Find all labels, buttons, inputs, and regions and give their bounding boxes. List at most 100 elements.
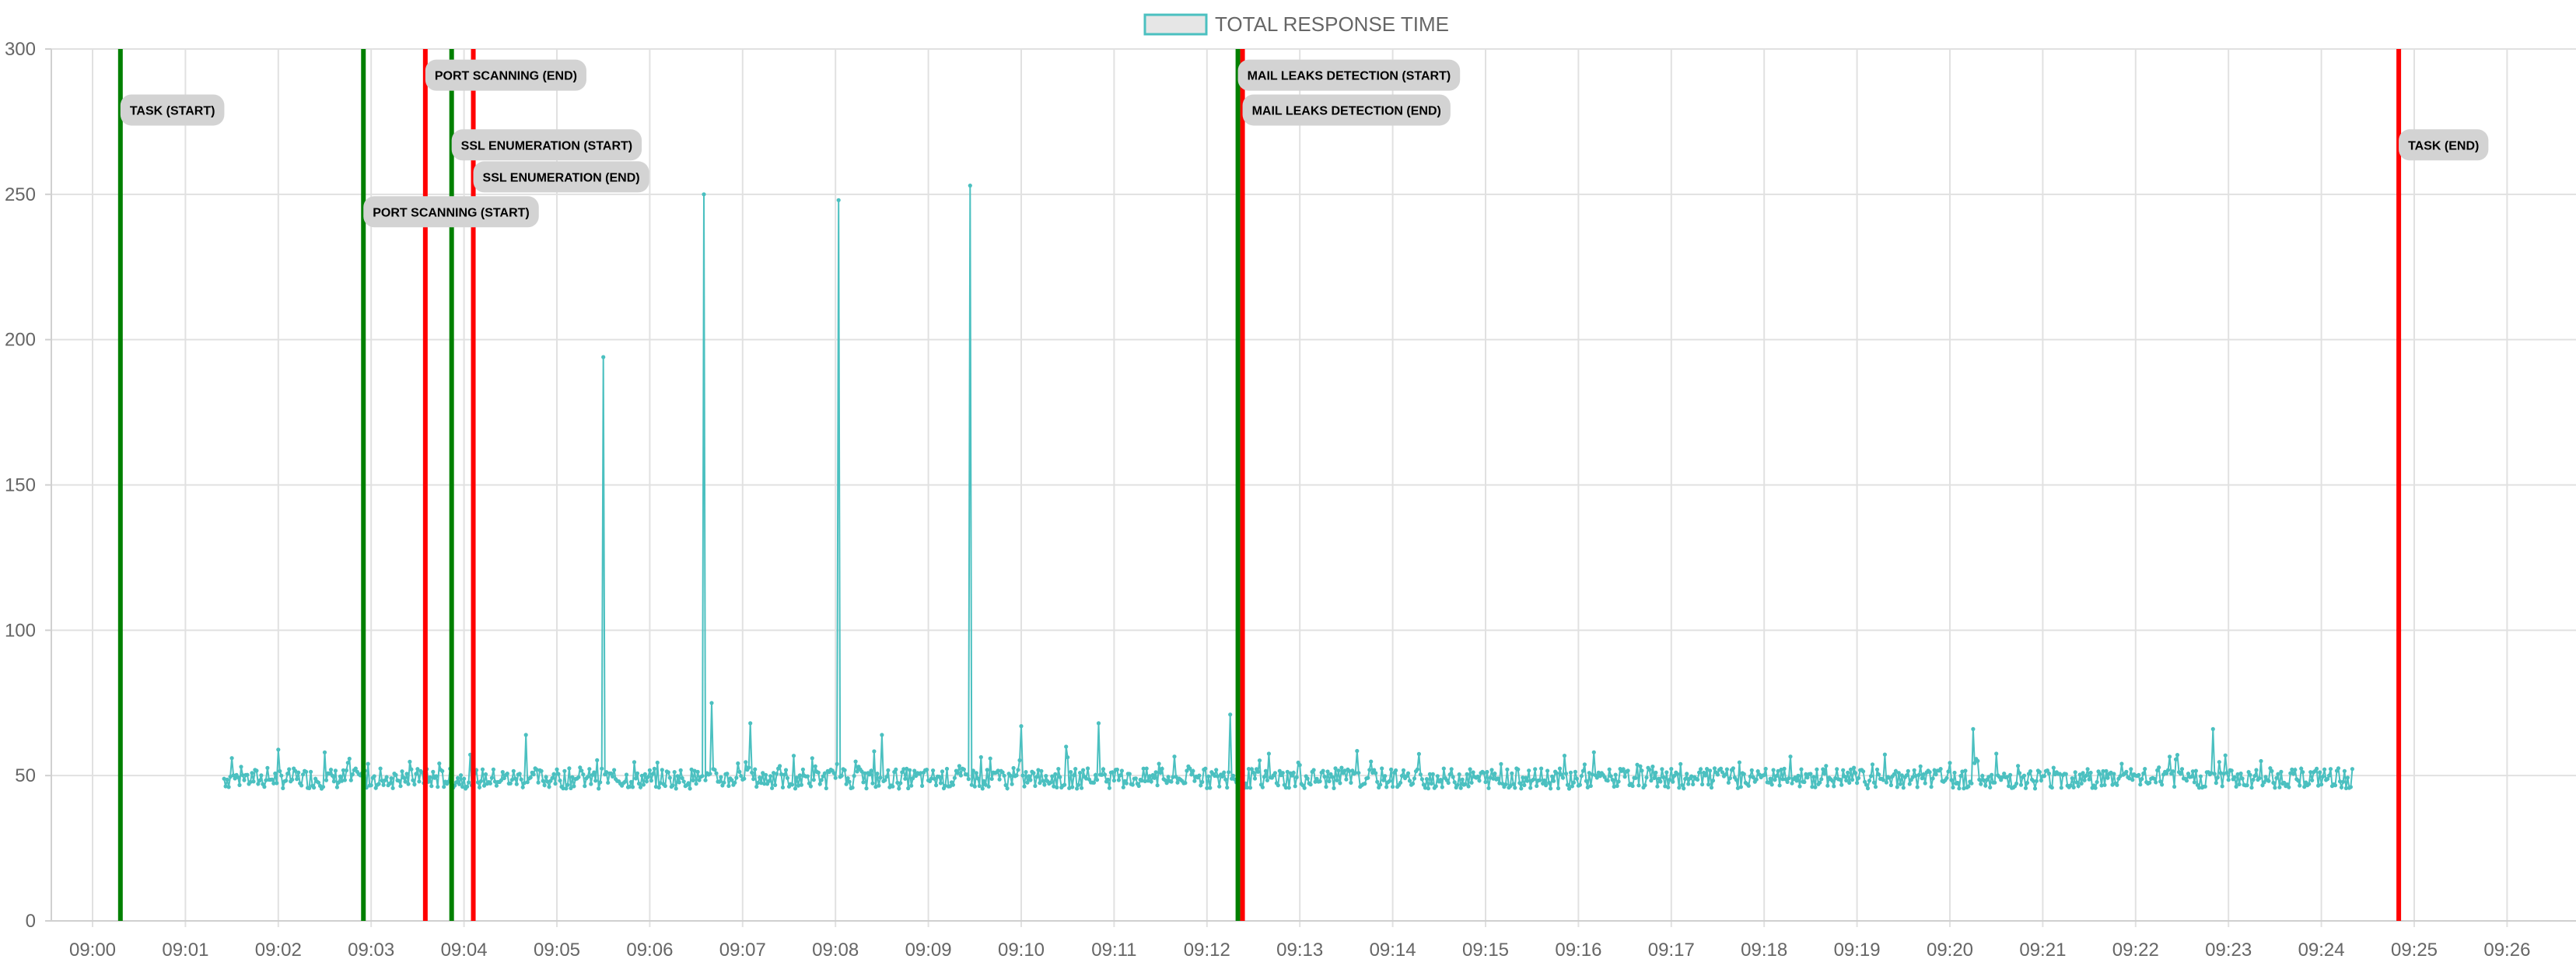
data-point: [1171, 775, 1175, 779]
data-point: [2257, 775, 2262, 781]
data-point: [1720, 770, 1725, 775]
data-point: [1930, 776, 1935, 781]
data-point: [1907, 782, 1912, 786]
data-point: [808, 784, 813, 789]
x-tick-label: 09:05: [534, 940, 580, 961]
data-point: [245, 772, 250, 777]
data-point: [2232, 775, 2237, 779]
data-point: [2082, 778, 2087, 782]
data-point: [943, 783, 948, 788]
data-point: [2095, 779, 2099, 785]
data-point: [985, 768, 989, 772]
data-point: [406, 782, 411, 786]
data-point: [1146, 779, 1150, 783]
data-point: [415, 767, 420, 772]
data-point: [372, 774, 376, 779]
data-point: [456, 775, 460, 780]
data-point: [1841, 768, 1846, 772]
data-point: [2340, 779, 2346, 784]
data-point: [630, 785, 635, 789]
data-point: [1577, 782, 1582, 787]
data-point: [285, 772, 290, 776]
x-tick-label: 09:24: [2298, 940, 2345, 961]
data-point: [971, 768, 975, 773]
y-tick-label: 50: [15, 765, 36, 786]
data-point: [1708, 768, 1713, 773]
data-point: [1946, 769, 1951, 774]
data-point: [394, 772, 398, 778]
data-point: [276, 747, 281, 752]
data-point: [583, 784, 587, 789]
data-point: [1499, 761, 1503, 766]
data-point: [1963, 768, 1968, 773]
x-axis-ticks: 09:00 09:01 09:02 09:03 09:04 09:05 09:06 09:07…: [69, 940, 2530, 961]
data-point: [1423, 786, 1427, 790]
data-point: [955, 771, 960, 775]
data-point: [1774, 774, 1779, 779]
data-point: [1099, 772, 1104, 777]
data-point: [1034, 775, 1039, 779]
data-point: [925, 768, 929, 772]
data-point: [1322, 775, 1327, 779]
data-point: [1993, 780, 1997, 785]
data-point: [309, 769, 313, 774]
data-point: [477, 785, 482, 789]
data-point: [2212, 772, 2217, 776]
legend-label[interactable]: TOTAL RESPONSE TIME: [1215, 12, 1449, 36]
data-point: [376, 782, 381, 786]
data-point: [1367, 768, 1372, 772]
data-point: [891, 784, 895, 789]
legend[interactable]: TOTAL RESPONSE TIME: [1143, 12, 1449, 36]
data-point: [1262, 775, 1266, 779]
data-point: [564, 786, 569, 791]
data-point: [750, 770, 754, 775]
data-point: [864, 786, 869, 791]
data-point: [1689, 774, 1694, 779]
data-point: [558, 779, 562, 783]
data-point: [1938, 767, 1943, 772]
data-point: [2081, 771, 2085, 775]
data-point: [542, 782, 547, 788]
data-point: [257, 778, 262, 783]
data-point: [647, 768, 653, 772]
data-point: [1489, 768, 1494, 772]
data-point: [2345, 775, 2350, 780]
data-point: [1712, 766, 1717, 771]
data-point: [1559, 772, 1564, 777]
data-point: [429, 784, 434, 789]
data-point: [2220, 784, 2224, 789]
data-point: [562, 768, 567, 773]
data-point: [2263, 775, 2268, 779]
data-point: [369, 783, 373, 788]
data-point: [847, 779, 852, 784]
data-point: [436, 785, 440, 789]
data-point: [1737, 760, 1741, 765]
data-point: [1824, 764, 1829, 768]
data-point: [251, 779, 256, 784]
data-point: [1957, 786, 1962, 791]
data-point: [1022, 784, 1027, 789]
data-point: [509, 778, 514, 782]
data-point: [655, 760, 660, 765]
data-point: [1749, 768, 1754, 773]
data-point: [304, 769, 309, 774]
data-point: [408, 759, 412, 765]
data-point: [1330, 775, 1335, 779]
data-point: [1255, 769, 1261, 774]
y-tick-label: 100: [5, 620, 36, 641]
data-point: [1384, 785, 1389, 789]
data-point: [328, 768, 334, 772]
data-point: [1405, 771, 1411, 775]
data-point: [1424, 777, 1429, 782]
data-point: [431, 769, 436, 775]
data-point: [1825, 783, 1830, 788]
data-point: [859, 769, 864, 774]
data-point: [1136, 783, 1141, 789]
data-point: [2273, 786, 2277, 790]
data-point: [1157, 761, 1161, 766]
data-point: [2023, 786, 2028, 790]
legend-swatch[interactable]: [1143, 13, 1208, 36]
data-point: [1441, 766, 1446, 771]
data-point: [1672, 773, 1677, 779]
data-point: [898, 781, 903, 786]
